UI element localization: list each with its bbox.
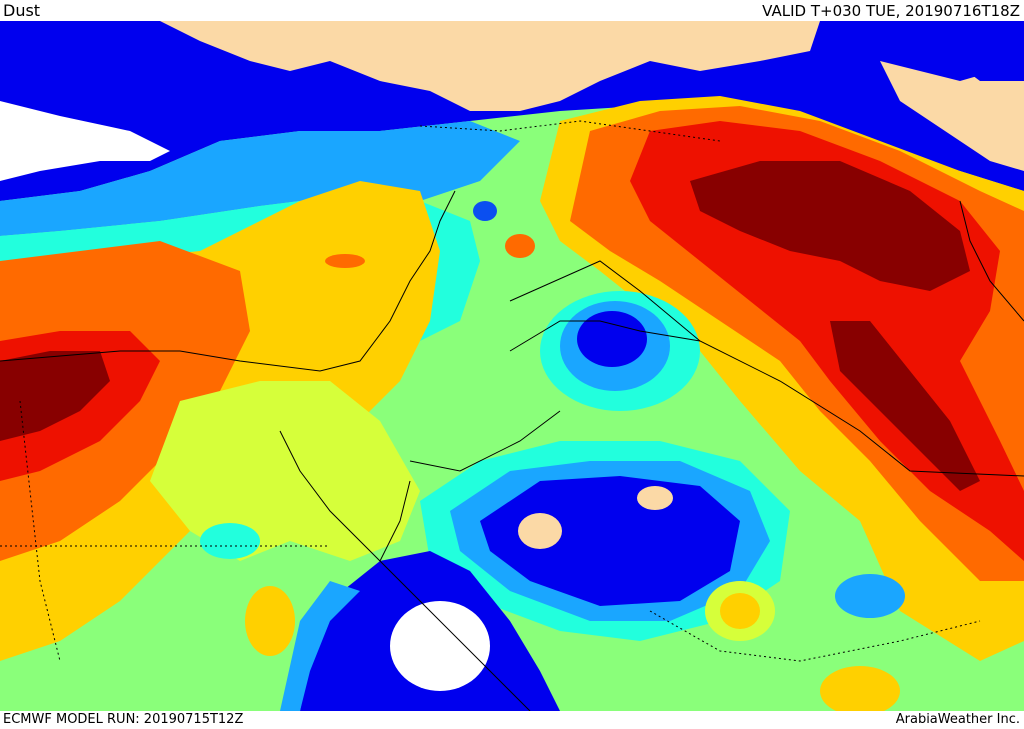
west-plume-darkred — [0, 351, 110, 441]
white-pocket-west — [0, 101, 170, 181]
land-top — [160, 21, 820, 111]
south-pocket-land-a — [518, 513, 562, 549]
credit: ArabiaWeather Inc. — [895, 712, 1020, 727]
dust-forecast-map — [0, 21, 1024, 711]
se-patch-orange — [720, 593, 760, 629]
dotted-borders — [0, 120, 981, 662]
cyprus-orange — [325, 254, 365, 268]
sw-patch-cyan — [200, 523, 260, 559]
levant-blue-pocket — [473, 201, 497, 221]
land-top-right — [880, 41, 1024, 171]
coastlines — [0, 190, 1024, 711]
levant-orange-pocket — [505, 234, 535, 258]
sw-patch-orange — [245, 586, 295, 656]
se-patch-yellow2 — [820, 666, 900, 711]
north-lightblue-band — [0, 121, 520, 236]
east-plume-darkred-south — [830, 321, 980, 491]
land-top-right-blue — [820, 21, 1000, 81]
coastline-sinai — [279, 430, 411, 562]
model-run: ECMWF MODEL RUN: 20190715T12Z — [3, 712, 244, 727]
border-turkey-syria — [419, 120, 721, 142]
border-iraq-saudi — [509, 260, 1024, 477]
footer-bar: ECMWF MODEL RUN: 20190715T12Z ArabiaWeat… — [0, 711, 1024, 729]
border-jordan-saudi — [509, 320, 701, 352]
east-plume-darkred — [690, 161, 970, 291]
valid-time: VALID T+030 TUE, 20190716T18Z — [762, 2, 1020, 20]
coastline-mediterranean — [0, 190, 456, 372]
south-pocket-blue — [480, 476, 740, 606]
south-pocket-land-b — [637, 486, 673, 510]
coastline-gulf — [959, 200, 1024, 322]
border-saudi-yemen — [649, 610, 981, 662]
central-low-blue — [577, 311, 647, 367]
border-saudi-jordan-south — [409, 410, 561, 472]
central-yellowgreen — [150, 381, 420, 561]
coastline-redsea — [379, 560, 531, 711]
product-title: Dust — [3, 1, 41, 20]
header-bar: Dust VALID T+030 TUE, 20190716T18Z — [0, 0, 1024, 21]
se-patch-blue — [835, 574, 905, 618]
redsea-white — [390, 601, 490, 691]
border-egypt-west — [19, 400, 61, 662]
redsea-lightblue — [280, 581, 360, 711]
